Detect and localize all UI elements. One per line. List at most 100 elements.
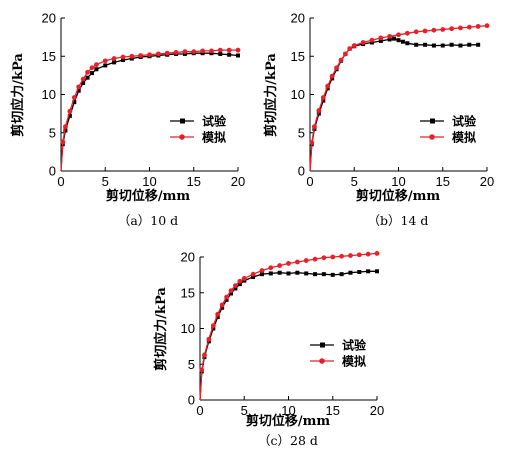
series-line bbox=[61, 50, 238, 171]
data-point bbox=[242, 276, 247, 281]
data-point bbox=[375, 251, 380, 256]
data-point bbox=[467, 25, 472, 30]
data-point bbox=[343, 52, 348, 57]
x-tick-label: 10 bbox=[142, 174, 156, 189]
legend-marker bbox=[320, 343, 325, 348]
data-point bbox=[370, 38, 375, 43]
data-point bbox=[237, 279, 242, 284]
y-tick-label: 20 bbox=[291, 11, 305, 26]
legend-marker bbox=[180, 119, 185, 124]
legend-marker bbox=[430, 119, 435, 124]
data-point bbox=[260, 268, 265, 273]
data-point bbox=[94, 62, 99, 67]
data-point bbox=[229, 288, 234, 293]
legend-marker bbox=[319, 358, 325, 364]
data-point bbox=[423, 29, 428, 34]
data-point bbox=[147, 52, 152, 57]
data-point bbox=[312, 124, 317, 129]
data-point bbox=[224, 295, 229, 300]
series-line bbox=[200, 271, 377, 400]
data-point bbox=[476, 43, 480, 47]
data-point bbox=[103, 63, 107, 67]
x-tick-label: 15 bbox=[187, 174, 201, 189]
data-point bbox=[286, 261, 291, 266]
x-tick-label: 10 bbox=[391, 174, 405, 189]
y-tick-label: 15 bbox=[181, 285, 195, 300]
data-point bbox=[405, 31, 410, 36]
y-tick-label: 15 bbox=[291, 49, 305, 64]
data-point bbox=[81, 77, 86, 82]
data-point bbox=[396, 32, 401, 37]
data-point bbox=[401, 40, 405, 44]
data-point bbox=[432, 44, 436, 48]
data-point bbox=[348, 253, 353, 258]
data-point bbox=[236, 53, 240, 57]
y-tick-label: 5 bbox=[298, 125, 305, 140]
x-tick-label: 0 bbox=[196, 403, 203, 418]
data-point bbox=[414, 43, 418, 47]
data-point bbox=[441, 44, 445, 48]
data-point bbox=[313, 272, 317, 276]
y-tick-label: 0 bbox=[188, 393, 195, 408]
data-point bbox=[236, 48, 241, 53]
data-point bbox=[340, 272, 344, 276]
y-tick-label: 15 bbox=[42, 49, 56, 64]
data-point bbox=[316, 108, 321, 113]
data-point bbox=[90, 71, 94, 75]
data-point bbox=[227, 53, 231, 57]
data-point bbox=[458, 44, 462, 48]
x-tick-label: 0 bbox=[57, 174, 64, 189]
data-point bbox=[339, 58, 344, 63]
legend-label: 模拟 bbox=[202, 130, 226, 145]
data-point bbox=[357, 270, 361, 274]
legend-label: 试验 bbox=[452, 114, 477, 129]
data-point bbox=[215, 312, 220, 317]
x-axis-title: 剪切位移/mm bbox=[106, 188, 191, 204]
data-point bbox=[476, 24, 481, 29]
series-simulation bbox=[60, 48, 240, 171]
data-point bbox=[86, 76, 90, 80]
data-point bbox=[304, 258, 309, 263]
data-point bbox=[392, 37, 396, 41]
y-tick-label: 10 bbox=[291, 87, 305, 102]
data-point bbox=[352, 43, 357, 48]
legend-label: 模拟 bbox=[452, 130, 476, 145]
data-point bbox=[339, 254, 344, 259]
y-tick-label: 20 bbox=[181, 250, 195, 265]
x-tick-label: 20 bbox=[370, 403, 384, 418]
y-axis-title: 剪切应力/kPa bbox=[263, 53, 279, 137]
data-point bbox=[348, 271, 352, 275]
data-point bbox=[129, 54, 134, 59]
y-tick-label: 10 bbox=[181, 321, 195, 336]
data-point bbox=[414, 29, 419, 34]
data-point bbox=[405, 41, 409, 45]
data-point bbox=[67, 109, 72, 114]
data-point bbox=[156, 52, 161, 57]
legend-label: 模拟 bbox=[342, 354, 366, 369]
data-point bbox=[366, 252, 371, 257]
data-point bbox=[233, 283, 238, 288]
data-point bbox=[375, 269, 379, 273]
data-point bbox=[313, 257, 318, 262]
data-point bbox=[432, 28, 437, 33]
data-point bbox=[295, 260, 300, 265]
data-point bbox=[278, 271, 282, 275]
chart-panel-2: 0 5 10 15 2005101520剪切位移/mm剪切应力/kPa 试验模拟（b）14… bbox=[263, 11, 494, 229]
data-point bbox=[63, 124, 68, 129]
data-point bbox=[218, 52, 222, 56]
data-point bbox=[199, 368, 204, 373]
data-point bbox=[361, 40, 366, 45]
y-tick-label: 5 bbox=[49, 125, 56, 140]
x-tick-label: 5 bbox=[102, 174, 109, 189]
y-tick-label: 0 bbox=[49, 164, 56, 179]
x-tick-label: 20 bbox=[480, 174, 494, 189]
legend: 试验模拟 bbox=[420, 114, 477, 145]
y-axis-title: 剪切应力/kPa bbox=[10, 53, 26, 137]
data-point bbox=[211, 323, 216, 328]
data-point bbox=[191, 49, 196, 54]
y-tick-label: 20 bbox=[42, 11, 56, 26]
data-point bbox=[202, 353, 207, 358]
